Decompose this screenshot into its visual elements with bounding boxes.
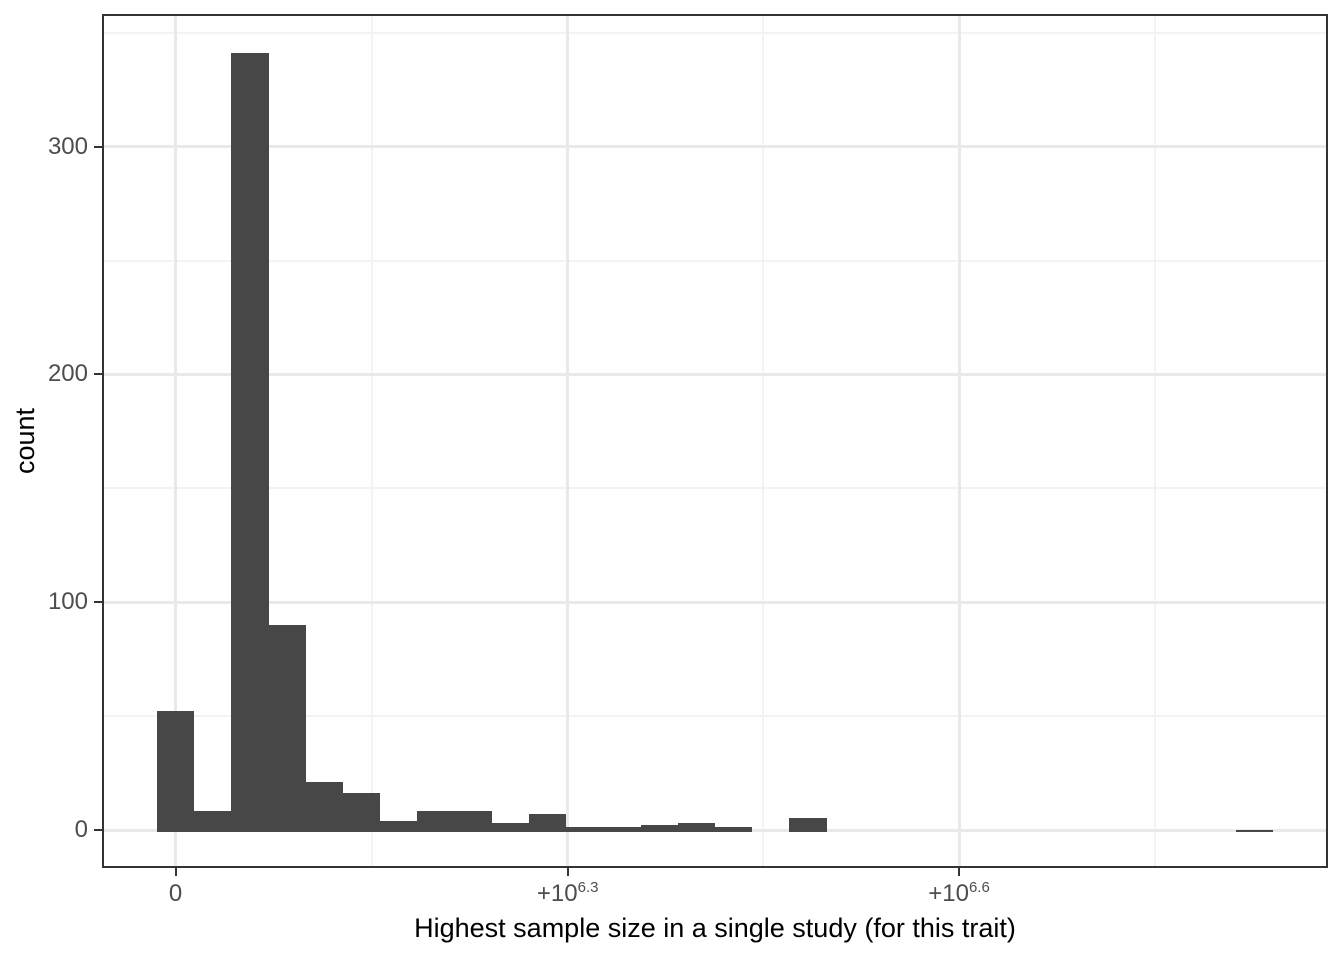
histogram-bar bbox=[157, 710, 194, 832]
y-tick-label: 300 bbox=[47, 132, 88, 160]
x-axis-tick bbox=[958, 868, 961, 876]
histogram-bar bbox=[194, 810, 231, 832]
gridline-minor bbox=[104, 31, 1326, 34]
x-axis-title: Highest sample size in a single study (f… bbox=[414, 913, 1016, 943]
histogram-bar bbox=[715, 826, 752, 832]
gridline-major bbox=[104, 372, 1326, 376]
gridline-major bbox=[174, 16, 178, 866]
x-axis-tick bbox=[174, 868, 177, 876]
histogram-bar bbox=[455, 810, 492, 832]
y-tick-label: 100 bbox=[47, 588, 88, 616]
gridline-minor bbox=[104, 715, 1326, 718]
histogram-bar bbox=[1236, 829, 1273, 832]
gridline-major bbox=[104, 600, 1326, 604]
plot-panel bbox=[102, 14, 1328, 868]
x-tick-label: 0 bbox=[168, 880, 183, 907]
histogram-bar bbox=[529, 813, 566, 832]
histogram-bar bbox=[789, 817, 827, 832]
y-tick-label: 0 bbox=[74, 816, 88, 843]
y-axis-tick bbox=[94, 145, 102, 148]
histogram-bar bbox=[343, 792, 380, 832]
y-axis-tick bbox=[94, 601, 102, 604]
histogram-bar bbox=[417, 810, 455, 832]
histogram-bar bbox=[269, 624, 306, 832]
histogram-bar bbox=[380, 820, 417, 832]
histogram-bar bbox=[566, 826, 603, 832]
x-tick-label: +106.6 bbox=[928, 879, 990, 907]
histogram-bar bbox=[641, 824, 678, 832]
gridline-minor bbox=[370, 16, 373, 866]
y-axis-tick bbox=[94, 373, 102, 376]
gridline-minor bbox=[762, 16, 765, 866]
histogram-bar bbox=[306, 781, 343, 832]
histogram-bar bbox=[231, 52, 269, 832]
histogram-bar bbox=[678, 822, 715, 832]
y-axis-title: count bbox=[10, 407, 40, 475]
histogram-bar bbox=[603, 826, 641, 832]
gridline-major bbox=[957, 16, 961, 866]
gridline-minor bbox=[104, 487, 1326, 490]
histogram-bar bbox=[492, 822, 529, 832]
gridline-minor bbox=[104, 259, 1326, 262]
x-tick-label: +106.3 bbox=[536, 879, 599, 907]
y-axis-tick bbox=[94, 829, 102, 831]
gridline-minor bbox=[1154, 16, 1157, 866]
x-axis-tick bbox=[566, 868, 569, 876]
gridline-major bbox=[566, 16, 570, 866]
gridline-major bbox=[104, 145, 1326, 149]
y-tick-label: 200 bbox=[47, 360, 88, 388]
